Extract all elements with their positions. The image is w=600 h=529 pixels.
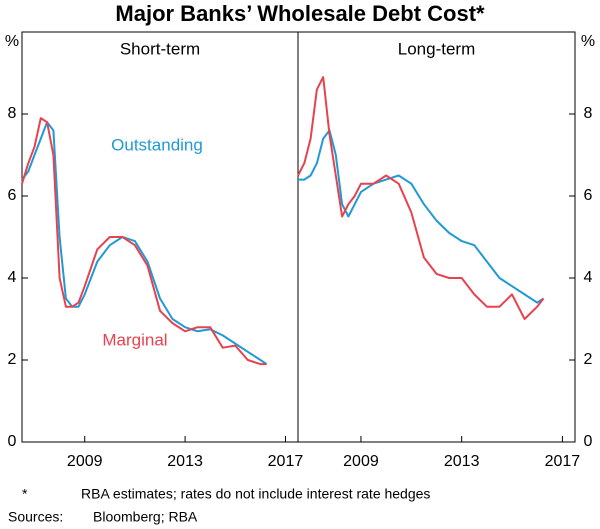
x-tick-label: 2009 <box>67 453 103 470</box>
x-tick-label: 2013 <box>167 453 203 470</box>
y-tick-label: 6 <box>584 187 593 204</box>
y-tick-label: 2 <box>584 351 593 368</box>
y-tick-label: 0 <box>8 433 17 450</box>
x-tick-label: 2013 <box>444 453 480 470</box>
y-tick-label: 4 <box>8 269 17 286</box>
y-tick-label: 8 <box>584 105 593 122</box>
series-label: Marginal <box>102 330 167 349</box>
series-line <box>297 76 545 320</box>
series-line <box>21 117 267 366</box>
x-tick-label: 2017 <box>268 453 304 470</box>
y-axis-unit: % <box>5 33 19 50</box>
footnote-mark: * <box>22 486 28 502</box>
series-label: Outstanding <box>111 135 203 154</box>
y-tick-label: 4 <box>584 269 593 286</box>
y-tick-label: 0 <box>584 433 593 450</box>
y-tick-label: 8 <box>8 105 17 122</box>
x-tick-label: 2009 <box>343 453 379 470</box>
panel-title: Short-term <box>120 39 200 58</box>
series-line <box>298 129 545 304</box>
x-tick-label: 2017 <box>545 453 581 470</box>
sources-label: Sources: <box>8 509 63 525</box>
y-axis-unit: % <box>581 33 595 50</box>
footnote: RBA estimates; rates do not include inte… <box>81 486 430 502</box>
panel-title: Long-term <box>398 39 475 58</box>
y-tick-label: 2 <box>8 351 17 368</box>
chart-title: Major Banks’ Wholesale Debt Cost* <box>115 1 485 26</box>
y-tick-label: 6 <box>8 187 17 204</box>
sources: Bloomberg; RBA <box>93 509 198 525</box>
